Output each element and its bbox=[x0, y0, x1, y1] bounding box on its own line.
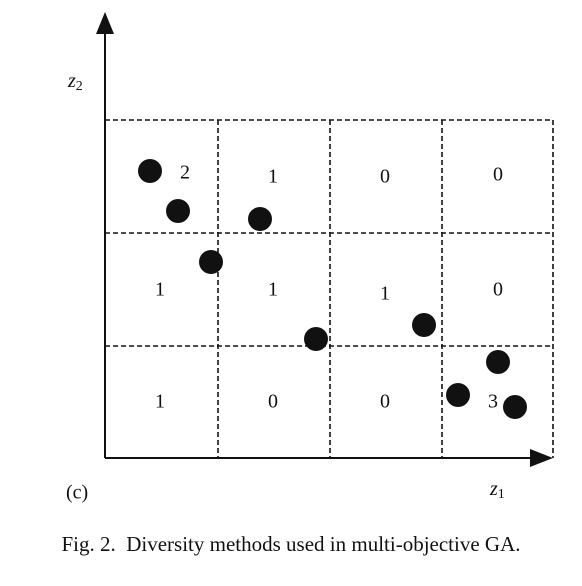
cell-count: 0 bbox=[380, 166, 390, 188]
solution-point bbox=[304, 327, 328, 351]
solution-point bbox=[412, 313, 436, 337]
symbol: z bbox=[67, 70, 76, 92]
cell-count: 3 bbox=[488, 391, 498, 413]
y-axis-label: z2 bbox=[67, 70, 83, 95]
panel-label: (c) bbox=[66, 482, 88, 504]
cell-count: 1 bbox=[268, 166, 278, 188]
axes bbox=[96, 12, 553, 467]
x-arrow bbox=[530, 449, 553, 467]
solution-point bbox=[199, 250, 223, 274]
solution-point bbox=[446, 383, 470, 407]
solution-point bbox=[486, 350, 510, 374]
cell-count: 2 bbox=[180, 162, 190, 184]
x-axis-label: z1 bbox=[489, 478, 505, 503]
cell-count: 1 bbox=[268, 279, 278, 301]
grid bbox=[105, 119, 554, 458]
subscript: 1 bbox=[498, 487, 505, 502]
cell-count: 1 bbox=[155, 279, 165, 301]
solution-point bbox=[138, 159, 162, 183]
cell-count: 0 bbox=[380, 391, 390, 413]
solution-point bbox=[248, 207, 272, 231]
caption: Fig. 2. Diversity methods used in multi-… bbox=[61, 532, 520, 556]
cell-count: 0 bbox=[493, 164, 503, 186]
solution-point bbox=[166, 199, 190, 223]
y-arrow bbox=[96, 12, 114, 34]
cell-count: 0 bbox=[268, 391, 278, 413]
cell-count: 1 bbox=[380, 283, 390, 305]
solutions bbox=[138, 159, 527, 419]
cell-count: 1 bbox=[155, 391, 165, 413]
cell-count: 0 bbox=[493, 279, 503, 301]
symbol: z bbox=[489, 478, 498, 500]
solution-point bbox=[503, 395, 527, 419]
subscript: 2 bbox=[76, 79, 83, 94]
